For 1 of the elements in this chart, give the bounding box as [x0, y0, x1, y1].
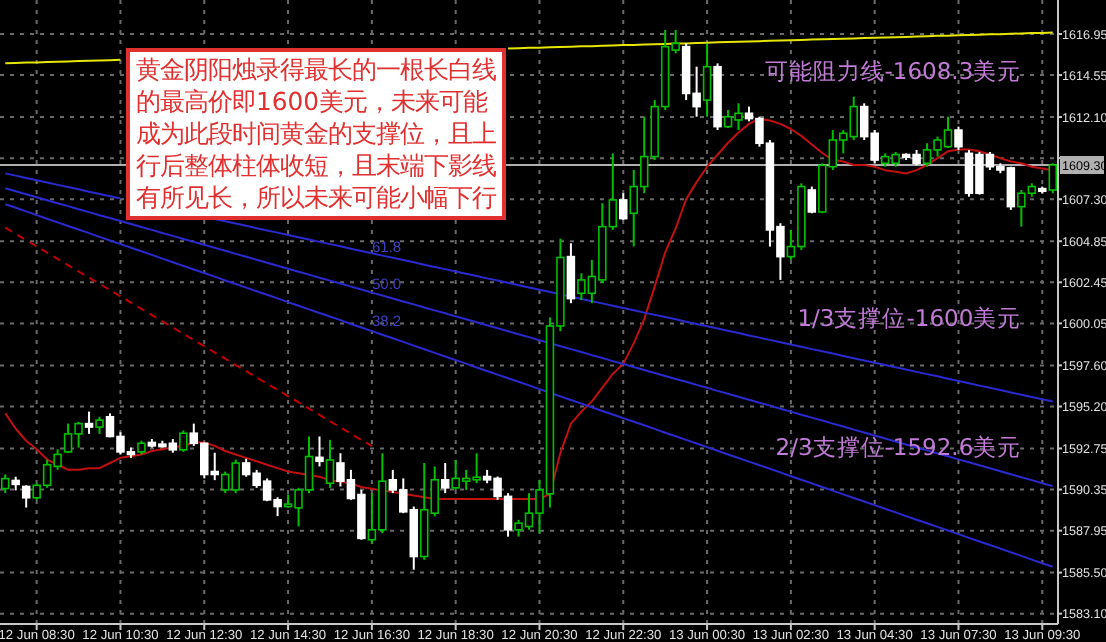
annotation: 黄金阴阳烛录得最长的一根长白线的最高价即1600美元，未来可能成为此段时间黄金的支撑位，且上行后整体柱体收短，且末端下影线有所见长，所以未来可能小幅下行: [126, 48, 506, 220]
